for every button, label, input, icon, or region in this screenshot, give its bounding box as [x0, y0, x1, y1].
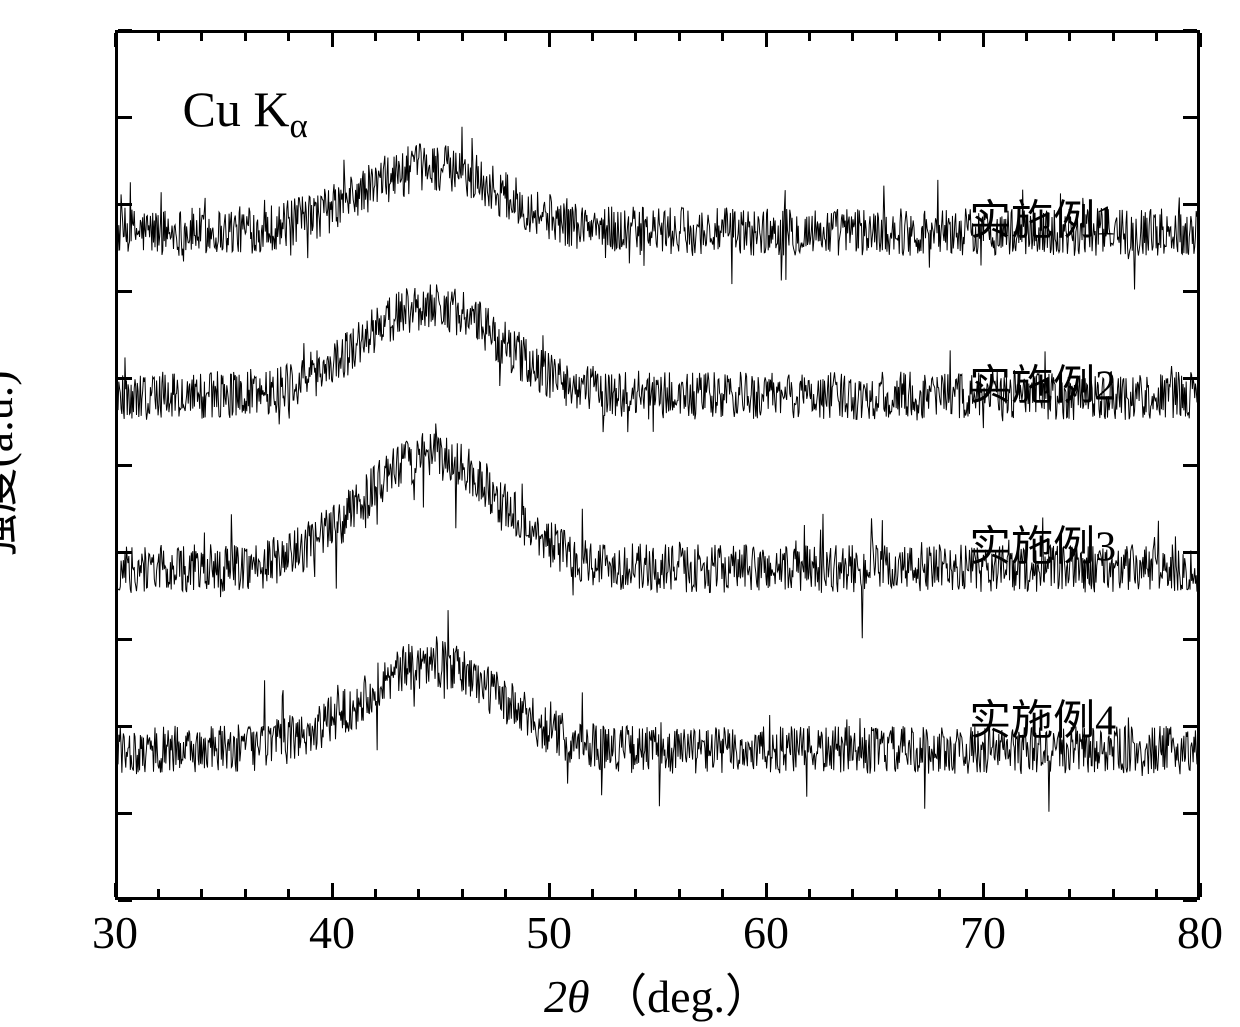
- x-tick: [851, 33, 854, 41]
- x-tick: [114, 33, 117, 47]
- x-tick: [417, 33, 420, 41]
- x-tick: [721, 889, 724, 897]
- x-tick: [982, 883, 985, 897]
- y-tick: [118, 812, 132, 815]
- x-tick-label: 70: [960, 906, 1006, 959]
- y-axis-label: 强度(a.u.): [0, 370, 26, 559]
- x-tick: [417, 889, 420, 897]
- x-tick: [461, 889, 464, 897]
- y-tick: [1183, 812, 1197, 815]
- y-tick: [118, 203, 132, 206]
- y-tick: [118, 725, 132, 728]
- x-tick: [1068, 33, 1071, 41]
- x-tick: [548, 883, 551, 897]
- x-tick: [765, 33, 768, 47]
- x-tick: [114, 883, 117, 897]
- x-tick: [504, 889, 507, 897]
- y-tick: [1183, 638, 1197, 641]
- y-tick: [118, 551, 132, 554]
- x-tick-label: 50: [526, 906, 572, 959]
- x-tick: [721, 33, 724, 41]
- x-tick: [895, 889, 898, 897]
- x-tick: [331, 883, 334, 897]
- x-tick: [591, 889, 594, 897]
- x-tick: [244, 889, 247, 897]
- y-tick: [1183, 551, 1197, 554]
- x-tick: [851, 889, 854, 897]
- x-tick: [200, 889, 203, 897]
- x-tick-label: 40: [309, 906, 355, 959]
- x-tick: [1155, 33, 1158, 41]
- plot-svg: [118, 33, 1197, 897]
- x-tick: [591, 33, 594, 41]
- y-tick: [1183, 464, 1197, 467]
- x-tick: [1112, 889, 1115, 897]
- y-tick: [1183, 29, 1197, 32]
- x-tick: [895, 33, 898, 41]
- x-tick: [244, 33, 247, 41]
- x-tick: [157, 33, 160, 41]
- x-tick: [287, 889, 290, 897]
- x-tick: [200, 33, 203, 41]
- y-tick: [1183, 899, 1197, 902]
- y-tick: [118, 290, 132, 293]
- x-tick: [678, 889, 681, 897]
- y-tick: [118, 29, 132, 32]
- x-tick: [634, 889, 637, 897]
- y-tick: [1183, 290, 1197, 293]
- series-label: 实施例1: [969, 187, 1116, 248]
- x-tick: [157, 889, 160, 897]
- y-tick: [118, 116, 132, 119]
- x-tick: [1025, 33, 1028, 41]
- x-tick-label: 30: [92, 906, 138, 959]
- x-tick: [287, 33, 290, 41]
- x-tick: [678, 33, 681, 41]
- x-tick: [1068, 889, 1071, 897]
- x-tick: [1155, 889, 1158, 897]
- x-tick: [461, 33, 464, 41]
- y-tick: [1183, 116, 1197, 119]
- x-tick-label: 80: [1177, 906, 1223, 959]
- x-tick: [1199, 883, 1202, 897]
- y-tick: [118, 464, 132, 467]
- series-label: 实施例3: [969, 513, 1116, 574]
- series-label: 实施例2: [969, 352, 1116, 413]
- x-tick: [938, 889, 941, 897]
- x-tick: [765, 883, 768, 897]
- y-tick: [1183, 725, 1197, 728]
- x-axis-label: 2θ （deg.）: [544, 960, 771, 1026]
- y-tick: [118, 899, 132, 902]
- series-label: 实施例4: [969, 687, 1116, 748]
- y-tick: [1183, 377, 1197, 380]
- x-tick: [938, 33, 941, 41]
- x-tick: [1199, 33, 1202, 47]
- x-tick: [548, 33, 551, 47]
- x-tick: [808, 33, 811, 41]
- x-tick: [634, 33, 637, 41]
- x-tick: [808, 889, 811, 897]
- x-tick: [504, 33, 507, 41]
- x-tick: [1112, 33, 1115, 41]
- y-tick: [1183, 203, 1197, 206]
- x-tick: [374, 889, 377, 897]
- x-tick: [982, 33, 985, 47]
- x-tick-label: 60: [743, 906, 789, 959]
- y-tick: [118, 377, 132, 380]
- y-tick: [118, 638, 132, 641]
- x-tick: [331, 33, 334, 47]
- x-tick: [374, 33, 377, 41]
- plot-area: [115, 30, 1200, 900]
- radiation-label: Cu Kα: [183, 80, 308, 146]
- x-tick: [1025, 889, 1028, 897]
- xrd-figure: 强度(a.u.) 2θ （deg.） 30 40 50 60 70 80 Cu Kα 实施例1…: [0, 0, 1240, 1027]
